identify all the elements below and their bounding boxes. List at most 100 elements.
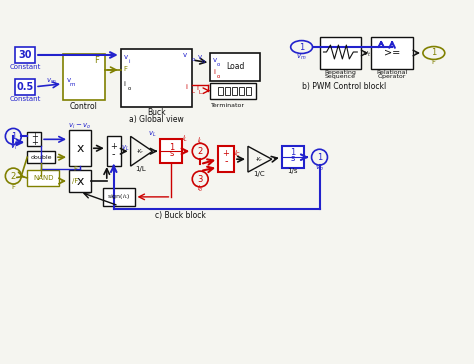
FancyBboxPatch shape: [210, 83, 256, 99]
Text: 1/L: 1/L: [135, 166, 146, 172]
FancyBboxPatch shape: [121, 49, 192, 107]
Text: -K-: -K-: [255, 157, 262, 162]
Text: $v_i$: $v_i$: [9, 143, 17, 152]
Text: v: v: [183, 52, 187, 58]
Text: 1/C: 1/C: [253, 171, 264, 177]
Text: L: L: [199, 90, 202, 95]
Text: v: v: [67, 77, 71, 83]
Text: $i_C$: $i_C$: [234, 149, 241, 159]
FancyBboxPatch shape: [232, 87, 237, 95]
Text: v: v: [124, 54, 128, 60]
Text: 2: 2: [198, 147, 203, 156]
FancyBboxPatch shape: [27, 170, 59, 186]
Text: $v_m$: $v_m$: [296, 52, 307, 62]
Text: m: m: [70, 82, 75, 87]
Text: $i_L$: $i_L$: [197, 136, 203, 146]
FancyBboxPatch shape: [239, 87, 244, 95]
FancyBboxPatch shape: [218, 87, 223, 95]
Text: Repeating: Repeating: [325, 70, 356, 75]
Text: 2: 2: [11, 171, 16, 181]
Text: Control: Control: [70, 102, 98, 111]
Text: 1: 1: [431, 48, 437, 58]
FancyBboxPatch shape: [210, 53, 260, 81]
Text: F: F: [94, 56, 99, 66]
Text: $v_L$: $v_L$: [121, 144, 130, 153]
Text: v: v: [198, 54, 202, 60]
Text: s: s: [291, 154, 295, 163]
FancyBboxPatch shape: [218, 146, 234, 172]
Text: Buck: Buck: [147, 108, 166, 117]
Text: o: o: [128, 86, 131, 91]
FancyBboxPatch shape: [282, 146, 304, 168]
Text: 1: 1: [11, 132, 16, 141]
Text: Constant: Constant: [9, 64, 41, 70]
Text: 1: 1: [299, 43, 304, 52]
FancyBboxPatch shape: [103, 188, 135, 206]
Text: s: s: [169, 149, 173, 158]
Text: v: v: [213, 57, 217, 63]
Text: +: +: [110, 142, 117, 151]
Text: o: o: [201, 59, 205, 64]
Text: -K-: -K-: [137, 149, 144, 154]
Text: $v_L$: $v_L$: [148, 130, 157, 139]
Text: $i_L$: $i_L$: [182, 134, 189, 145]
FancyBboxPatch shape: [15, 79, 35, 95]
Text: -: -: [224, 156, 228, 166]
Text: >=: >=: [384, 48, 400, 58]
Text: $v_o$: $v_o$: [315, 163, 324, 173]
Text: F: F: [11, 184, 15, 190]
FancyBboxPatch shape: [246, 87, 251, 95]
FancyBboxPatch shape: [69, 130, 91, 166]
FancyBboxPatch shape: [27, 132, 41, 146]
Text: F: F: [124, 66, 128, 72]
Text: x: x: [76, 174, 83, 187]
FancyBboxPatch shape: [225, 87, 230, 95]
Text: Relational: Relational: [376, 70, 408, 75]
FancyBboxPatch shape: [107, 136, 121, 166]
Text: b) PWM Control blockl: b) PWM Control blockl: [302, 82, 386, 91]
Text: Sequence: Sequence: [325, 74, 356, 79]
FancyBboxPatch shape: [63, 54, 105, 100]
Text: F: F: [73, 166, 77, 172]
Text: double: double: [30, 155, 52, 160]
Text: $v_i-v_o$: $v_i-v_o$: [68, 122, 91, 131]
Text: $v_t$: $v_t$: [363, 50, 372, 59]
Text: F: F: [432, 59, 436, 65]
Text: 30: 30: [18, 50, 32, 60]
Text: 1: 1: [169, 143, 174, 152]
Text: /F: /F: [72, 178, 78, 184]
Text: i: i: [213, 69, 215, 75]
FancyBboxPatch shape: [15, 47, 35, 63]
Text: sign($i_L$): sign($i_L$): [107, 193, 130, 201]
Text: NAND: NAND: [33, 175, 54, 181]
Text: 3: 3: [198, 174, 203, 183]
Text: $v_m$: $v_m$: [46, 77, 56, 86]
Text: i: i: [124, 81, 126, 87]
Text: 1/s: 1/s: [287, 168, 298, 174]
Text: o: o: [217, 74, 220, 79]
Text: 0.5: 0.5: [17, 82, 34, 92]
Text: L: L: [191, 89, 194, 94]
Text: $i_o$: $i_o$: [197, 184, 203, 194]
FancyBboxPatch shape: [371, 37, 413, 69]
Text: 1: 1: [290, 148, 295, 157]
Text: a) Global view: a) Global view: [129, 115, 184, 124]
Text: o: o: [191, 57, 195, 62]
Text: x: x: [76, 142, 83, 155]
Text: +: +: [223, 149, 229, 158]
Text: o: o: [217, 62, 220, 67]
FancyBboxPatch shape: [69, 170, 91, 192]
Text: c) Buck block: c) Buck block: [155, 211, 206, 220]
Text: Terminator: Terminator: [211, 103, 245, 108]
Text: Load: Load: [226, 62, 244, 71]
Text: 1: 1: [317, 153, 322, 162]
Text: -: -: [112, 149, 116, 159]
Text: +: +: [31, 138, 37, 147]
FancyBboxPatch shape: [319, 37, 361, 69]
Text: Constant: Constant: [9, 96, 41, 102]
FancyBboxPatch shape: [161, 139, 182, 163]
Text: i: i: [185, 84, 187, 90]
Text: i: i: [128, 59, 130, 64]
Text: i: i: [196, 85, 198, 91]
FancyBboxPatch shape: [27, 151, 55, 163]
